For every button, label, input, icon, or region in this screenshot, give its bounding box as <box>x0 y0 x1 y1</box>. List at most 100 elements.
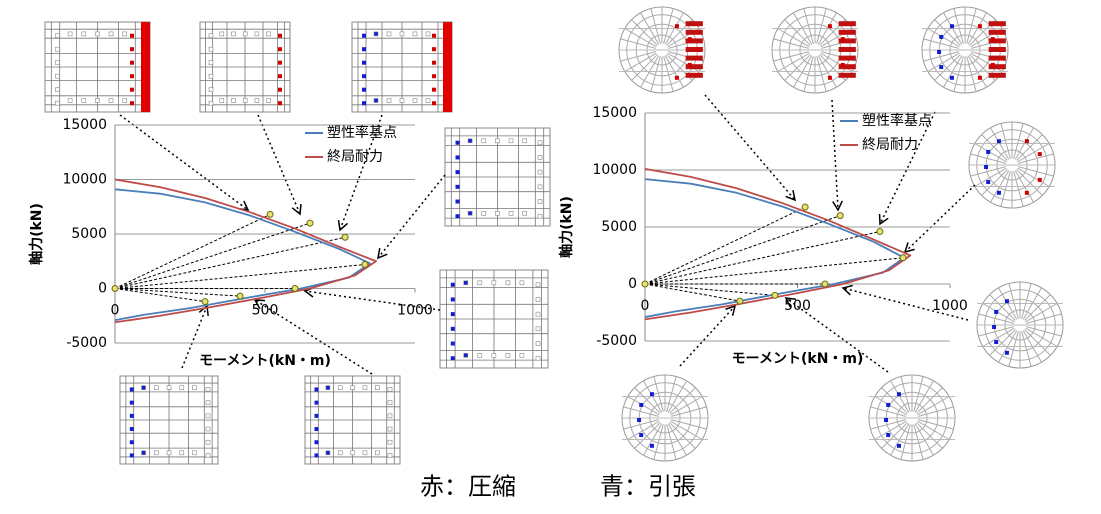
fiber <box>508 211 514 216</box>
x-tick-label: 0 <box>641 298 650 314</box>
fiber <box>535 355 541 361</box>
marker-point <box>201 298 209 306</box>
sphere-line <box>918 406 954 417</box>
fiber <box>827 75 832 80</box>
sphere-line <box>881 422 908 449</box>
fiber <box>81 98 87 103</box>
sphere-line <box>917 396 950 416</box>
fiber <box>130 60 134 65</box>
sphere-line <box>1018 166 1054 177</box>
fiber <box>1004 299 1009 304</box>
pointer-head <box>291 203 302 216</box>
fiber <box>939 65 944 70</box>
marker-point <box>341 233 349 241</box>
marker-point <box>876 228 884 236</box>
fiber <box>387 413 393 419</box>
sphere-line <box>870 406 906 417</box>
sphere-line <box>624 52 657 72</box>
fiber <box>129 400 134 405</box>
y-tick-label: 5000 <box>71 226 107 242</box>
marker-point <box>836 212 844 220</box>
marker-ray <box>644 231 880 285</box>
fiber <box>122 31 127 37</box>
fiber <box>192 385 197 390</box>
fiber <box>266 98 271 103</box>
fiber <box>535 282 541 288</box>
sphere-line <box>934 54 961 81</box>
fiber <box>362 87 366 92</box>
marker-point <box>306 219 314 227</box>
fiber <box>362 60 366 65</box>
fiber <box>325 450 331 456</box>
fiber <box>314 453 319 458</box>
pointer-line <box>377 174 446 259</box>
fiber <box>314 427 319 432</box>
fiber <box>205 426 211 432</box>
sphere-line <box>803 8 814 44</box>
sphere-line <box>773 38 809 49</box>
sphere-line <box>916 387 943 414</box>
sphere-line <box>953 56 964 92</box>
x-tick-label: 1000 <box>932 298 968 314</box>
fiber <box>432 33 436 38</box>
fiber <box>130 87 134 92</box>
fiber <box>535 326 541 332</box>
marker-ray <box>114 213 271 289</box>
fiber <box>992 325 997 329</box>
sphere-line <box>1013 123 1024 159</box>
fiber <box>208 33 214 39</box>
fiber <box>455 199 460 204</box>
fiber <box>535 297 541 302</box>
marker-ray <box>644 283 775 296</box>
sphere-line <box>650 8 661 44</box>
fiber <box>455 170 460 175</box>
sphere-line <box>1024 329 1051 356</box>
fiber <box>994 340 999 345</box>
compression-zone <box>685 38 703 44</box>
fiber <box>350 385 355 390</box>
y-tick-label: 15000 <box>592 105 637 121</box>
fiber <box>386 98 392 103</box>
fiber <box>278 87 282 92</box>
sphere-line <box>874 396 907 416</box>
fiber <box>986 180 991 185</box>
fiber <box>399 31 405 37</box>
fiber <box>450 297 455 302</box>
fiber <box>939 34 944 39</box>
compression-zone <box>838 55 856 61</box>
fiber <box>996 139 1001 144</box>
sphere-line <box>777 28 810 48</box>
fiber <box>467 138 473 144</box>
fiber <box>522 138 528 144</box>
sphere-line <box>934 19 961 46</box>
pointer-line <box>831 99 839 211</box>
sphere-line <box>970 166 1006 177</box>
fiber <box>432 87 436 92</box>
sphere-line <box>966 56 977 92</box>
fiber <box>179 450 185 456</box>
x-tick-label: 1000 <box>397 303 433 319</box>
fiber <box>508 138 514 144</box>
sphere-line <box>631 54 658 81</box>
sphere-line <box>982 303 1015 323</box>
fiber <box>208 46 214 52</box>
sphere-line <box>1008 331 1019 367</box>
fiber <box>55 33 60 39</box>
fiber <box>639 433 644 438</box>
fiber <box>350 450 355 456</box>
fiber <box>990 62 995 67</box>
fiber <box>130 101 134 106</box>
fiber <box>278 60 282 65</box>
sphere-line <box>623 406 659 417</box>
sphere-line <box>916 422 943 449</box>
sphere-line <box>978 313 1014 324</box>
fiber <box>537 199 543 204</box>
series-line <box>644 167 912 321</box>
sphere-line <box>666 376 677 412</box>
fiber <box>537 184 543 190</box>
fiber <box>537 213 543 219</box>
fiber <box>81 31 87 37</box>
sphere-line <box>1026 313 1062 324</box>
y-tick-label: 15000 <box>62 117 107 133</box>
